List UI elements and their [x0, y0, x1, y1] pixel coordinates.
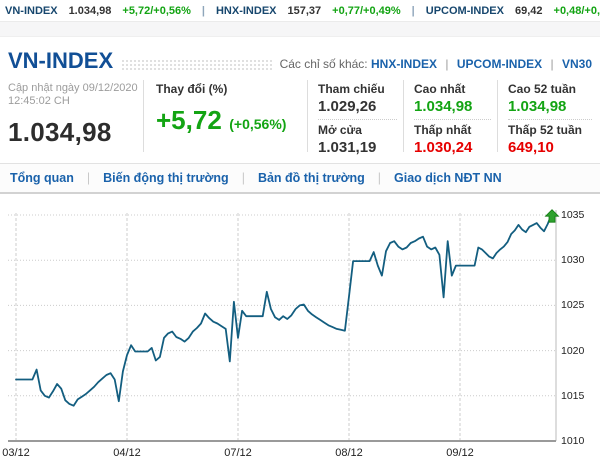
price-column: Cập nhật ngày 09/12/2020 12:45:02 CH 1.0… — [8, 80, 144, 152]
high-low-column: Cao nhất 1.034,98 Thấp nhất 1.030,24 — [404, 80, 498, 156]
ticker-item-vnindex[interactable]: VN-INDEX 1.034,98 +5,72/+0,56% — [5, 5, 191, 17]
ticker-change: +0,48/+0,70% — [553, 4, 600, 17]
tab-ban-do-thi-truong[interactable]: Bản đồ thị trường — [257, 171, 365, 185]
price-line — [15, 214, 553, 407]
tab-bien-dong-thi-truong[interactable]: Biến động thị trường — [103, 171, 229, 185]
ticker-value: 69,42 — [514, 4, 543, 17]
index-ticker-bar: VN-INDEX 1.034,98 +5,72/+0,56% | HNX-IND… — [0, 0, 600, 22]
dotted-divider — [318, 119, 397, 120]
section-tab-bar: Tổng quan | Biến động thị trường | Bản đ… — [0, 163, 600, 194]
stat-label: Thấp nhất — [414, 123, 472, 137]
stat-value: 1.031,19 — [318, 139, 377, 156]
x-axis-label: 09/12 — [446, 447, 474, 459]
change-column: Thay đổi (%) +5,72 (+0,56%) — [144, 80, 308, 152]
stat-label: Tham chiếu — [318, 82, 385, 96]
ticker-separator: | — [411, 4, 415, 17]
link-vn30[interactable]: VN30 — [561, 57, 592, 71]
current-index-value: 1.034,98 — [8, 117, 112, 147]
y-axis-label: 1025 — [561, 299, 585, 312]
price-chart-svg[interactable] — [0, 209, 600, 446]
stat-label: Cao 52 tuần — [508, 82, 577, 96]
stat-label: Cao nhất — [414, 82, 466, 96]
link-upcom-index[interactable]: UPCOM-INDEX — [456, 57, 543, 71]
y-axis-label: 1035 — [561, 209, 585, 221]
ticker-separator: | — [201, 4, 205, 17]
change-label: Thay đổi (%) — [156, 82, 228, 96]
change-percent: (+0,56%) — [229, 116, 287, 132]
y-axis-label: 1030 — [561, 254, 585, 267]
tab-tong-quan[interactable]: Tổng quan — [10, 171, 74, 185]
y-axis-label: 1010 — [561, 435, 585, 447]
stat-value: 1.034,98 — [414, 98, 473, 115]
change-value: +5,72 — [156, 105, 222, 135]
x-axis-label: 07/12 — [224, 447, 252, 459]
stat-label: Thấp 52 tuần — [508, 123, 583, 137]
tab-giao-dich-ndt-nn[interactable]: Giao dịch NĐT NN — [394, 171, 502, 185]
dotted-divider — [508, 119, 592, 120]
up-arrow-marker — [544, 209, 560, 223]
x-axis-label: 08/12 — [335, 447, 363, 459]
intraday-price-chart: 03/12 04/12 07/12 08/12 09/12 1010 1015 1020 102… — [0, 194, 600, 463]
stat-value: 649,10 — [508, 139, 554, 156]
stat-value: 1.034,98 — [508, 98, 567, 115]
reference-open-column: Tham chiếu 1.029,26 Mở cửa 1.031,19 — [308, 80, 404, 156]
ticker-value: 157,37 — [287, 4, 322, 17]
ticker-label: VN-INDEX — [5, 4, 58, 17]
link-hnx-index[interactable]: HNX-INDEX — [370, 57, 437, 71]
x-axis-label: 03/12 — [2, 447, 30, 459]
ticker-item-upcomindex[interactable]: UPCOM-INDEX 69,42 +0,48/+0,70% — [426, 5, 600, 17]
ticker-change: +5,72/+0,56% — [122, 4, 191, 17]
link-separator: | — [550, 57, 554, 71]
dotted-filler — [121, 58, 272, 72]
last-updated-text: Cập nhật ngày 09/12/2020 12:45:02 CH — [8, 82, 138, 107]
ticker-change: +0,77/+0,49% — [332, 4, 401, 17]
tab-separator: | — [86, 171, 91, 185]
dotted-divider — [414, 119, 491, 120]
x-axis-label: 04/12 — [113, 447, 141, 459]
ticker-label: UPCOM-INDEX — [425, 4, 504, 17]
stat-value: 1.029,26 — [318, 98, 377, 115]
stat-label: Mở cửa — [318, 123, 362, 137]
other-indices-nav: Các chỉ số khác: HNX-INDEX | UPCOM-INDEX… — [280, 57, 592, 71]
y-axis-label: 1015 — [561, 389, 585, 402]
ticker-item-hnxindex[interactable]: HNX-INDEX 157,37 +0,77/+0,49% — [216, 5, 401, 17]
index-overview-panel: Cập nhật ngày 09/12/2020 12:45:02 CH 1.0… — [0, 76, 600, 160]
link-separator: | — [445, 57, 449, 71]
ticker-label: HNX-INDEX — [215, 4, 277, 17]
y-axis-label: 1020 — [561, 344, 585, 357]
tab-separator: | — [377, 171, 381, 185]
page-title: VN-INDEX — [8, 48, 114, 73]
index-header: VN-INDEX Các chỉ số khác: HNX-INDEX | UP… — [0, 37, 600, 76]
tab-separator: | — [241, 171, 245, 185]
other-indices-label: Các chỉ số khác: — [279, 57, 368, 71]
week52-column: Cao 52 tuần 1.034,98 Thấp 52 tuần 649,10 — [498, 80, 598, 156]
page-background-strip — [0, 22, 600, 37]
stat-value: 1.030,24 — [414, 139, 473, 156]
ticker-value: 1.034,98 — [68, 4, 112, 17]
